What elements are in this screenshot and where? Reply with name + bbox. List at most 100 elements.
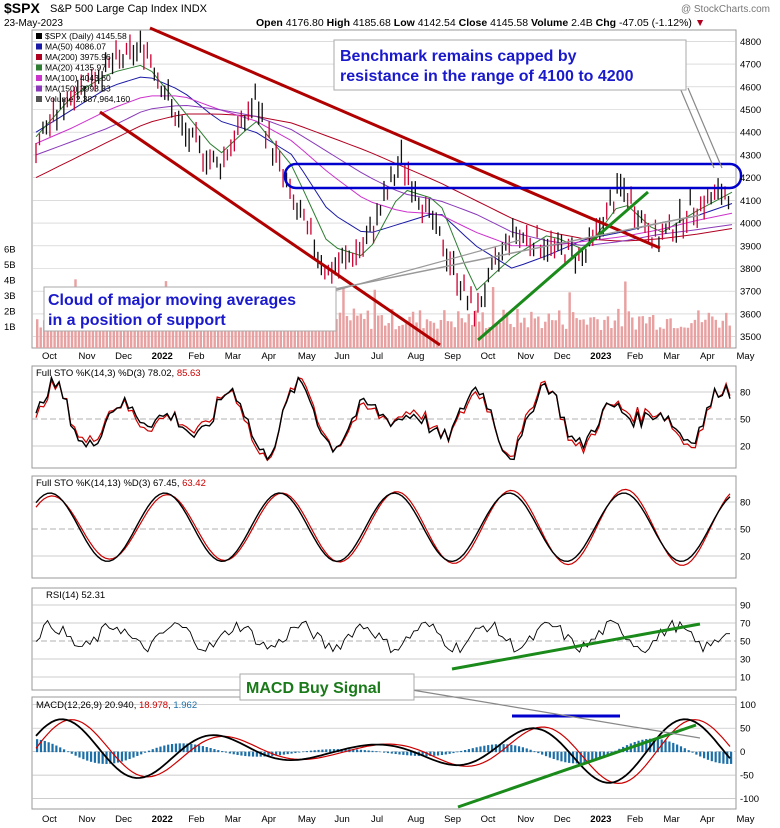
price-tick-label: 4400 bbox=[740, 128, 761, 139]
macd-hist-bar bbox=[47, 742, 50, 753]
macd-hist-bar bbox=[186, 743, 189, 753]
volume-bar bbox=[279, 320, 283, 348]
volume-bar bbox=[88, 315, 91, 348]
macd-hist-bar bbox=[120, 751, 124, 762]
panel-tick-label: 50 bbox=[740, 415, 751, 426]
volume-bar bbox=[523, 317, 526, 348]
volume-bar bbox=[509, 323, 512, 348]
macd-hist-bar bbox=[140, 751, 143, 755]
macd-hist-bar bbox=[109, 751, 112, 764]
x-tick-label: May bbox=[737, 814, 755, 825]
chart-header: $SPX S&P 500 Large Cap Index INDX 23-May… bbox=[4, 0, 770, 29]
volume-bar bbox=[655, 329, 658, 348]
macd-hist-bar bbox=[255, 751, 258, 757]
legend-item: MA(100) 4043.60 bbox=[45, 73, 111, 83]
volume-bar bbox=[443, 310, 446, 348]
macd-hist-bar bbox=[379, 751, 382, 753]
volume-bar bbox=[248, 323, 251, 348]
volume-bar bbox=[53, 323, 56, 348]
volume-bar bbox=[290, 324, 293, 348]
benchmark-annotation-line1: Benchmark remains capped by bbox=[340, 48, 577, 65]
x-tick-label: Aug bbox=[408, 351, 425, 362]
macd-hist-bar bbox=[552, 751, 555, 759]
macd-hist-bar bbox=[583, 751, 586, 763]
volume-bar bbox=[255, 324, 258, 348]
volume-bar bbox=[610, 328, 613, 348]
volume-bar bbox=[606, 316, 610, 348]
macd-hist-bar bbox=[267, 751, 270, 757]
legend-swatch bbox=[36, 54, 42, 60]
x-tick-label: Oct bbox=[42, 351, 57, 362]
price-tick-label: 4800 bbox=[740, 37, 761, 48]
macd-hist-bar bbox=[637, 740, 640, 753]
resistance-channel bbox=[283, 162, 743, 190]
macd-hist-bar bbox=[548, 751, 551, 758]
macd-hist-bar bbox=[537, 751, 540, 754]
index-name: S&P 500 Large Cap Index INDX bbox=[50, 3, 208, 15]
legend-swatch bbox=[36, 75, 42, 81]
volume-bar bbox=[182, 325, 185, 348]
volume-bar bbox=[244, 319, 248, 348]
volume-bar bbox=[728, 325, 731, 348]
volume-bar bbox=[585, 324, 589, 348]
macd-hist-bar bbox=[610, 751, 613, 754]
legend-swatch bbox=[36, 96, 42, 102]
volume-bar bbox=[67, 317, 70, 348]
macd-hist-bar bbox=[59, 747, 62, 753]
macd-hist-bar bbox=[97, 751, 100, 764]
ma-line-ma50 bbox=[35, 76, 733, 269]
volume-bar bbox=[46, 328, 49, 348]
macd-hist-bar bbox=[309, 750, 312, 753]
volume-bar bbox=[502, 309, 505, 348]
volume-bar bbox=[338, 312, 342, 348]
volume-bar bbox=[303, 329, 307, 348]
macd-hist-bar bbox=[683, 748, 686, 753]
macd-hist-bar bbox=[556, 751, 559, 761]
macd-hist-bar bbox=[36, 739, 39, 753]
price-axis: 3500 3600 3700 3800 3900 4000 4100 4200 4300 4400… bbox=[740, 37, 761, 343]
macd-hist-bar bbox=[560, 751, 563, 762]
macd-hist-bar bbox=[286, 751, 289, 755]
macd-hist-bar bbox=[456, 751, 459, 753]
volume-bar bbox=[481, 312, 484, 348]
volume-bar bbox=[533, 318, 537, 348]
x-tick-label: Sep bbox=[444, 814, 461, 825]
macd-hist-bar bbox=[649, 738, 652, 753]
macd-hist-bar bbox=[479, 746, 482, 753]
macd-hist-bar bbox=[718, 751, 721, 764]
macd-hist-bar bbox=[390, 751, 393, 754]
macd-hist-bar bbox=[356, 749, 359, 753]
macd-hist-bar bbox=[317, 749, 320, 753]
volume-bar bbox=[317, 327, 321, 348]
macd-hist-bar bbox=[147, 750, 151, 753]
macd-hist-bar bbox=[174, 743, 177, 753]
volume-bar bbox=[460, 318, 463, 348]
macd-hist-bar bbox=[359, 749, 363, 753]
x-axis-bottom: Oct Nov Dec 2022 Feb Mar Apr May Jun Jul Aug Sep Oct… bbox=[42, 814, 755, 825]
volume-bar bbox=[175, 317, 178, 348]
cloud-annotation-box bbox=[43, 286, 337, 332]
macd-hist-bar bbox=[444, 751, 447, 755]
volume-bar bbox=[154, 324, 157, 348]
macd-hist-bar bbox=[525, 748, 528, 753]
panel-tick-label: 20 bbox=[740, 552, 751, 563]
volume-bar bbox=[453, 327, 457, 348]
macd-hist-bar bbox=[471, 748, 474, 753]
x-tick-label: Nov bbox=[517, 351, 534, 362]
legend-swatch bbox=[36, 85, 42, 92]
legend-item: Volume 2,387,964,160 bbox=[45, 94, 130, 104]
price-tick-label: 3700 bbox=[740, 287, 761, 298]
volume-bar bbox=[119, 316, 122, 348]
panel-tick-label: -50 bbox=[740, 771, 754, 782]
macd-hist-bar bbox=[413, 751, 417, 756]
volume-bar bbox=[547, 313, 550, 348]
volume-bar bbox=[49, 317, 53, 348]
macd-hist-bar bbox=[645, 739, 648, 753]
macd-hist-bar bbox=[730, 751, 733, 764]
macd-hist-bar bbox=[78, 751, 81, 758]
x-axis-top: Oct Nov Dec 2022 Feb Mar Apr May Jun Jul Aug Sep Oct… bbox=[42, 351, 755, 362]
macd-hist-bar bbox=[402, 751, 405, 755]
volume-bar bbox=[495, 323, 498, 348]
volume-bar bbox=[265, 316, 269, 348]
volume-bar bbox=[112, 324, 115, 348]
